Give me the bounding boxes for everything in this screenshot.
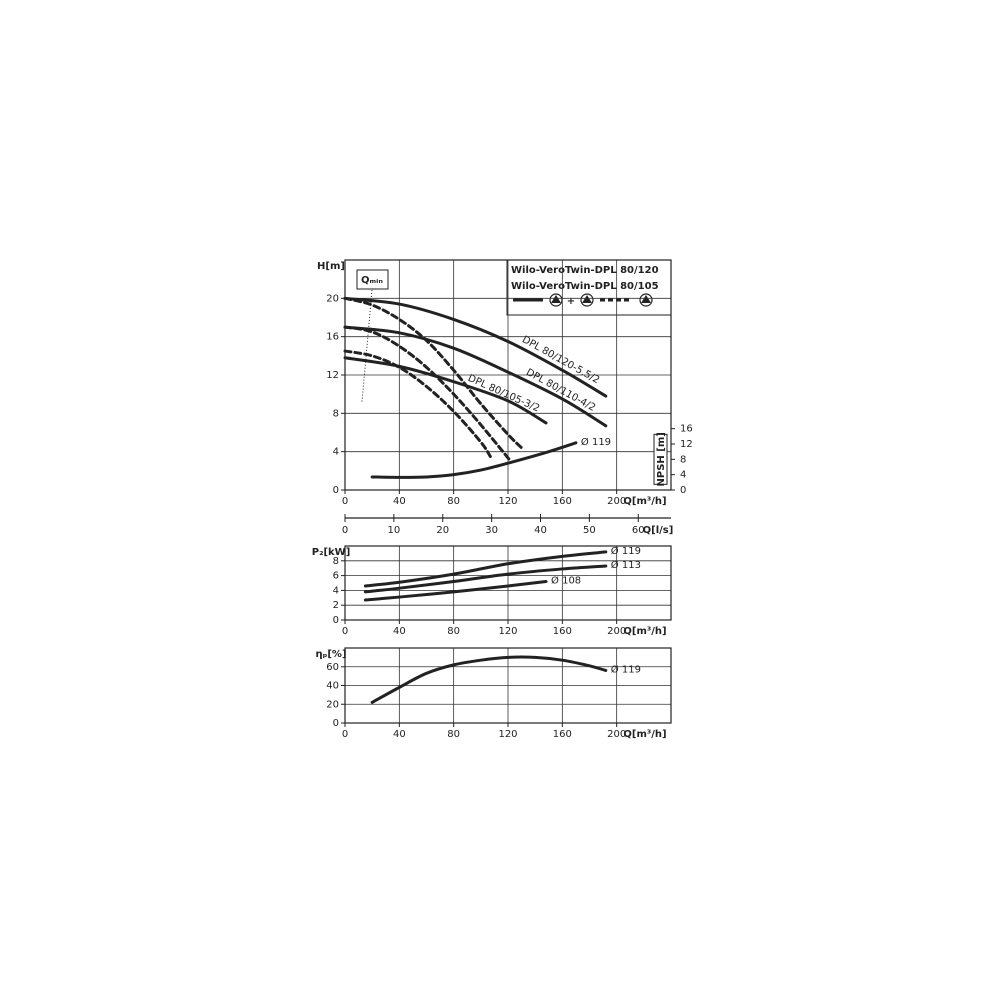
y-axis-label: H[m] [317,261,345,272]
curve [370,441,578,479]
curve-label: Ø 119 [611,664,641,676]
x-tick-label: 120 [498,496,517,507]
x-tick-label: 80 [447,626,460,637]
x-tick-label: 40 [393,729,406,740]
legend-join: + [567,296,575,307]
x2-tick-label: 0 [342,525,348,536]
y-tick-label: 0 [333,718,339,729]
plot-frame [344,647,672,724]
x-tick-label: 40 [393,496,406,507]
y-tick-label: 16 [326,332,339,343]
y2-tick-label: 12 [680,439,693,450]
x2-tick-label: 10 [388,525,401,536]
x-tick-label: 160 [553,729,572,740]
curve [363,564,608,594]
legend-entry: Wilo-VeroTwin-DPL 80/120 [511,265,659,276]
x-tick-label: 200 [607,729,626,740]
x-tick-label: 160 [553,626,572,637]
y2-label-box [653,433,668,485]
x-tick-label: 0 [342,626,348,637]
pump-icon [551,295,561,303]
y2-tick-label: 4 [680,470,686,481]
y-tick-label: 8 [333,556,339,567]
y-tick-label: 40 [326,681,339,692]
y-axis-label: P₂[kW] [312,547,351,558]
curve-label: Ø 113 [611,559,641,571]
curve [343,296,608,398]
y2-tick-label: 0 [680,485,686,496]
y2-tick-label: 8 [680,454,686,465]
x2-tick-label: 60 [632,525,645,536]
y-tick-label: 12 [326,370,339,381]
x-tick-label: 160 [553,496,572,507]
qmin-marker: Qₘᵢₙ [356,269,389,403]
y-tick-label: 2 [333,600,339,611]
curve-label: Ø 119 [611,545,641,557]
curve-label: Ø 119 [581,436,611,448]
curve [370,655,608,704]
y-tick-label: 4 [333,447,339,458]
x-tick-label: 120 [498,626,517,637]
plot-frame [344,545,672,621]
x2-tick-label: 30 [485,525,498,536]
pump-icon [582,295,592,303]
x-tick-label: 40 [393,626,406,637]
x-axis-label: Q[m³/h] [623,626,666,637]
x-axis-label: Q[m³/h] [623,496,666,507]
x2-tick-label: 50 [583,525,596,536]
qmin-label: Qₘᵢₙ [361,275,383,286]
y-tick-label: 20 [326,699,339,710]
y-tick-label: 4 [333,585,339,596]
curve [343,296,524,450]
y-axis-label: ηₚ[%] [315,649,346,660]
curve [343,349,492,458]
qmin-line [361,289,373,403]
y-tick-label: 8 [333,408,339,419]
plot-frame [344,259,672,491]
x-tick-label: 200 [607,496,626,507]
curve [343,325,513,463]
y-tick-label: 20 [326,293,339,304]
x-tick-label: 80 [447,496,460,507]
legend-entry: Wilo-VeroTwin-DPL 80/105 [511,281,659,292]
legend: Wilo-VeroTwin-DPL 80/120 Wilo-VeroTwin-D… [506,259,672,316]
y-tick-label: 0 [333,615,339,626]
x-tick-label: 120 [498,729,517,740]
x-tick-label: 200 [607,626,626,637]
x2-tick-label: 40 [534,525,547,536]
curve [343,356,548,425]
curve [343,325,608,428]
x2-axis-label: Q[l/s] [643,525,674,536]
curve [363,550,608,588]
x-tick-label: 80 [447,729,460,740]
chart-panel: 0 40 80 120 160 200 0 2 4 6 8 Q[m³/h] P₂[kW] Ø 119 Ø 1… [312,545,672,637]
chart-panel: 0 40 80 120 160 200 0 20 40 60 Q[m³/h] ηₚ[%] Ø 119 [315,647,672,740]
qmin-box [356,269,389,290]
y-tick-label: 6 [333,571,339,582]
curve-label: Ø 108 [551,575,581,587]
curve [363,580,548,602]
x-axis-label: Q[m³/h] [623,729,666,740]
pump-icon [641,295,651,303]
y-tick-label: 60 [326,662,339,673]
y2-tick-label: 16 [680,424,693,435]
x-tick-label: 0 [342,729,348,740]
x-tick-label: 0 [342,496,348,507]
x2-tick-label: 20 [436,525,449,536]
y2-axis-label: NPSH [m] [656,432,667,486]
y-tick-label: 0 [333,485,339,496]
